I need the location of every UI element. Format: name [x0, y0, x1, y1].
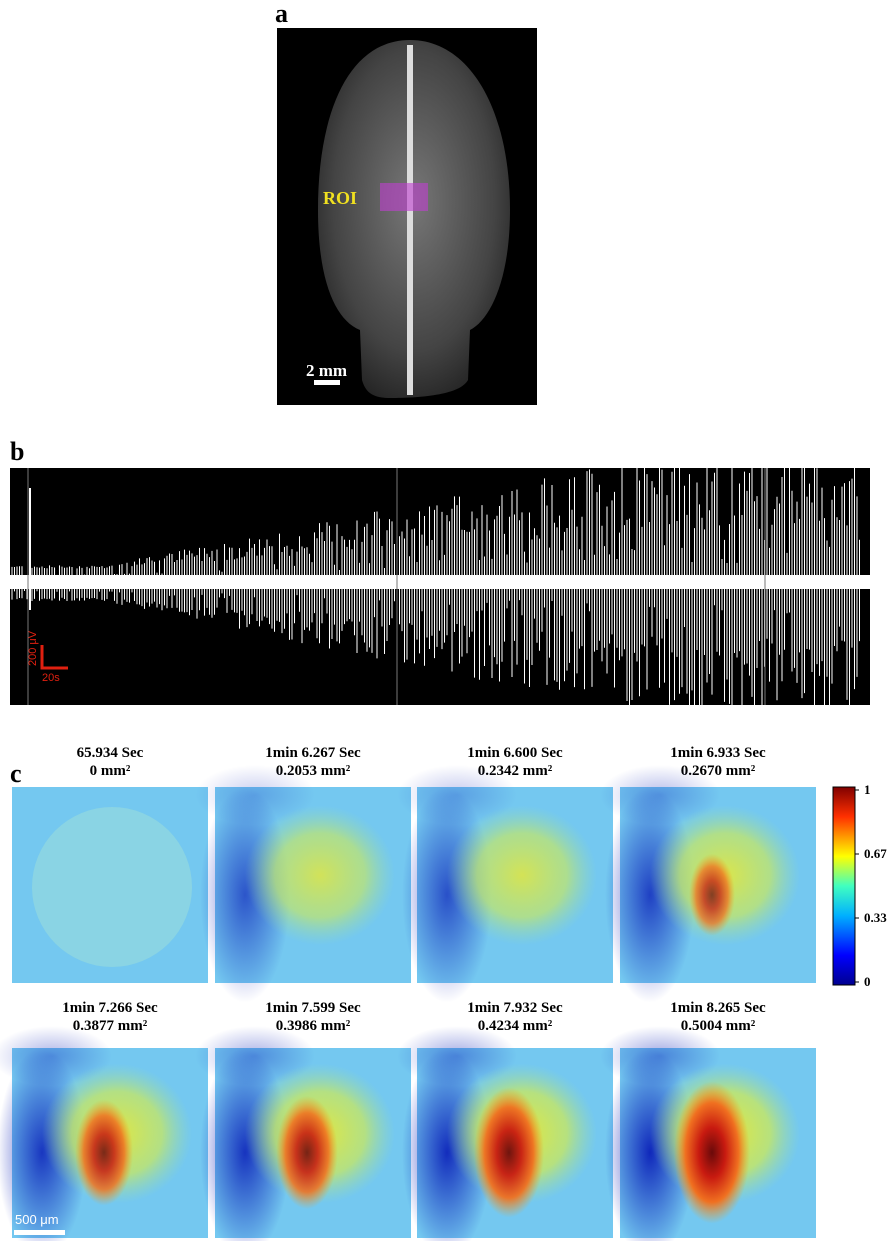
frame-time: 1min 8.265 Sec — [670, 1000, 766, 1016]
frame-area: 0.3877 mm² — [73, 1018, 148, 1034]
panel-letter: b — [10, 437, 24, 466]
colorbar-ticks: 1 0.67 0.33 0 — [855, 782, 887, 989]
scale-label: 2 mm — [306, 361, 347, 380]
frame-time: 1min 7.266 Sec — [62, 1000, 158, 1016]
scale-bar — [40, 645, 68, 670]
low-region — [397, 1026, 517, 1086]
peak-region — [75, 1099, 133, 1206]
roi-label: ROI — [323, 188, 357, 208]
frame-time: 65.934 Sec — [77, 745, 144, 761]
peak-region — [674, 1081, 750, 1224]
peak-region — [689, 853, 735, 936]
colorbar-tick-label: 0.33 — [864, 910, 887, 925]
high-region — [245, 805, 395, 946]
colorbar — [832, 786, 856, 986]
scale-label: 20s — [42, 672, 60, 684]
low-region — [195, 765, 315, 825]
heatmap — [600, 1026, 816, 1241]
frame-area: 0.4234 mm² — [478, 1018, 553, 1034]
colorbar-tick-label: 0.67 — [864, 846, 887, 861]
scale-bar — [14, 1230, 65, 1235]
colorbar-tick-label: 1 — [864, 782, 871, 797]
heatmap — [12, 787, 208, 983]
frame-time: 1min 7.599 Sec — [265, 1000, 361, 1016]
scale-label: 500 μm — [15, 1212, 59, 1227]
scale-bar — [314, 380, 340, 385]
frame-time: 1min 6.933 Sec — [670, 745, 766, 761]
mid-region — [32, 807, 192, 967]
frame-time: 1min 6.267 Sec — [265, 745, 361, 761]
eeg-trace — [10, 450, 870, 720]
heatmap — [397, 765, 613, 1003]
low-region — [195, 1026, 315, 1086]
heatmap — [397, 1026, 613, 1241]
panel-letter: c — [10, 759, 22, 788]
head-outline — [318, 40, 510, 398]
high-region — [447, 805, 597, 946]
heatmap — [600, 765, 816, 1003]
panel-letter: a — [275, 0, 288, 28]
peak-region — [276, 1095, 338, 1210]
frame-area: 0.3986 mm² — [276, 1018, 351, 1034]
roi-box — [380, 183, 428, 211]
frame-area: 0 mm² — [90, 763, 131, 779]
frame-area: 0.5004 mm² — [681, 1018, 756, 1034]
scale-label: 200 μV — [27, 630, 39, 666]
heatmap — [195, 765, 411, 1003]
heatmap — [195, 1026, 411, 1241]
trace-baseline — [10, 575, 870, 589]
frame-time: 1min 7.932 Sec — [467, 1000, 563, 1016]
peak-region — [474, 1087, 544, 1218]
frame-time: 1min 6.600 Sec — [467, 745, 563, 761]
colorbar-tick-label: 0 — [864, 974, 871, 989]
low-region — [397, 765, 517, 825]
heatmap — [0, 1026, 208, 1241]
low-region — [600, 1026, 720, 1086]
low-region — [600, 765, 720, 825]
